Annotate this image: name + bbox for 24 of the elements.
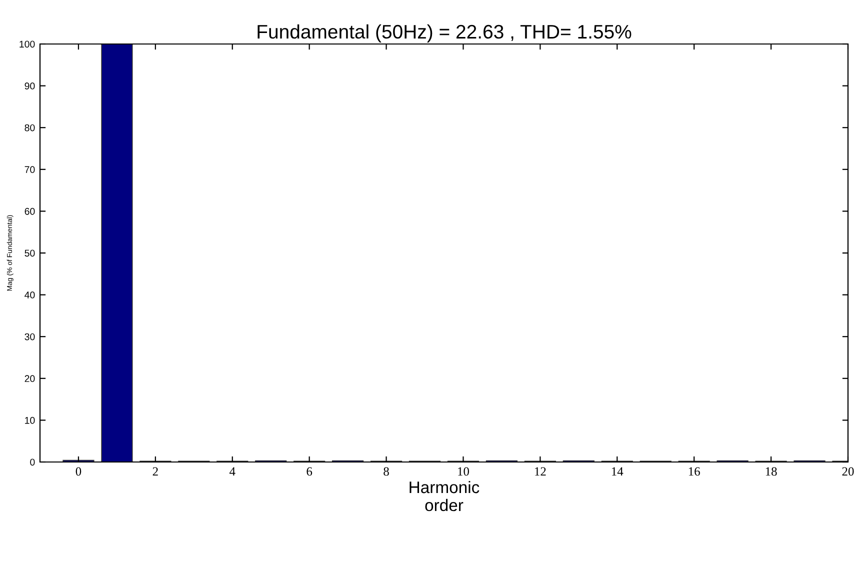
x-tick-label: 18 bbox=[766, 467, 777, 476]
y-tick-label: 70 bbox=[24, 166, 35, 174]
y-tick-label: 50 bbox=[24, 250, 35, 257]
x-tick-label: 20 bbox=[842, 467, 854, 476]
y-tick-label: 90 bbox=[24, 82, 35, 90]
y-tick-label: 60 bbox=[24, 208, 35, 215]
y-tick-label: 10 bbox=[25, 416, 35, 424]
x-tick-label: 4 bbox=[230, 467, 236, 476]
x-tick-label: 16 bbox=[688, 467, 700, 476]
x-tick-label: 12 bbox=[535, 467, 546, 476]
y-tick-label: 30 bbox=[24, 333, 35, 340]
y-tick-label: 20 bbox=[24, 375, 35, 382]
x-tick-label: 6 bbox=[306, 467, 312, 476]
y-tick-label: 80 bbox=[24, 124, 35, 132]
x-tick-label: 10 bbox=[458, 467, 470, 476]
x-tick-label: 2 bbox=[152, 467, 158, 476]
x-tick-label: 8 bbox=[384, 467, 389, 476]
y-tick-label: 100 bbox=[20, 40, 35, 48]
y-tick-label: 40 bbox=[24, 292, 35, 298]
x-tick-label: 14 bbox=[612, 467, 624, 476]
chart-title: Fundamental (50Hz) = 22.63 , THD= 1.55% bbox=[258, 24, 632, 42]
x-tick-label: 0 bbox=[76, 467, 82, 476]
x-axis-title: Harmonic order bbox=[410, 480, 480, 512]
y-tick-label: 0 bbox=[30, 458, 35, 466]
